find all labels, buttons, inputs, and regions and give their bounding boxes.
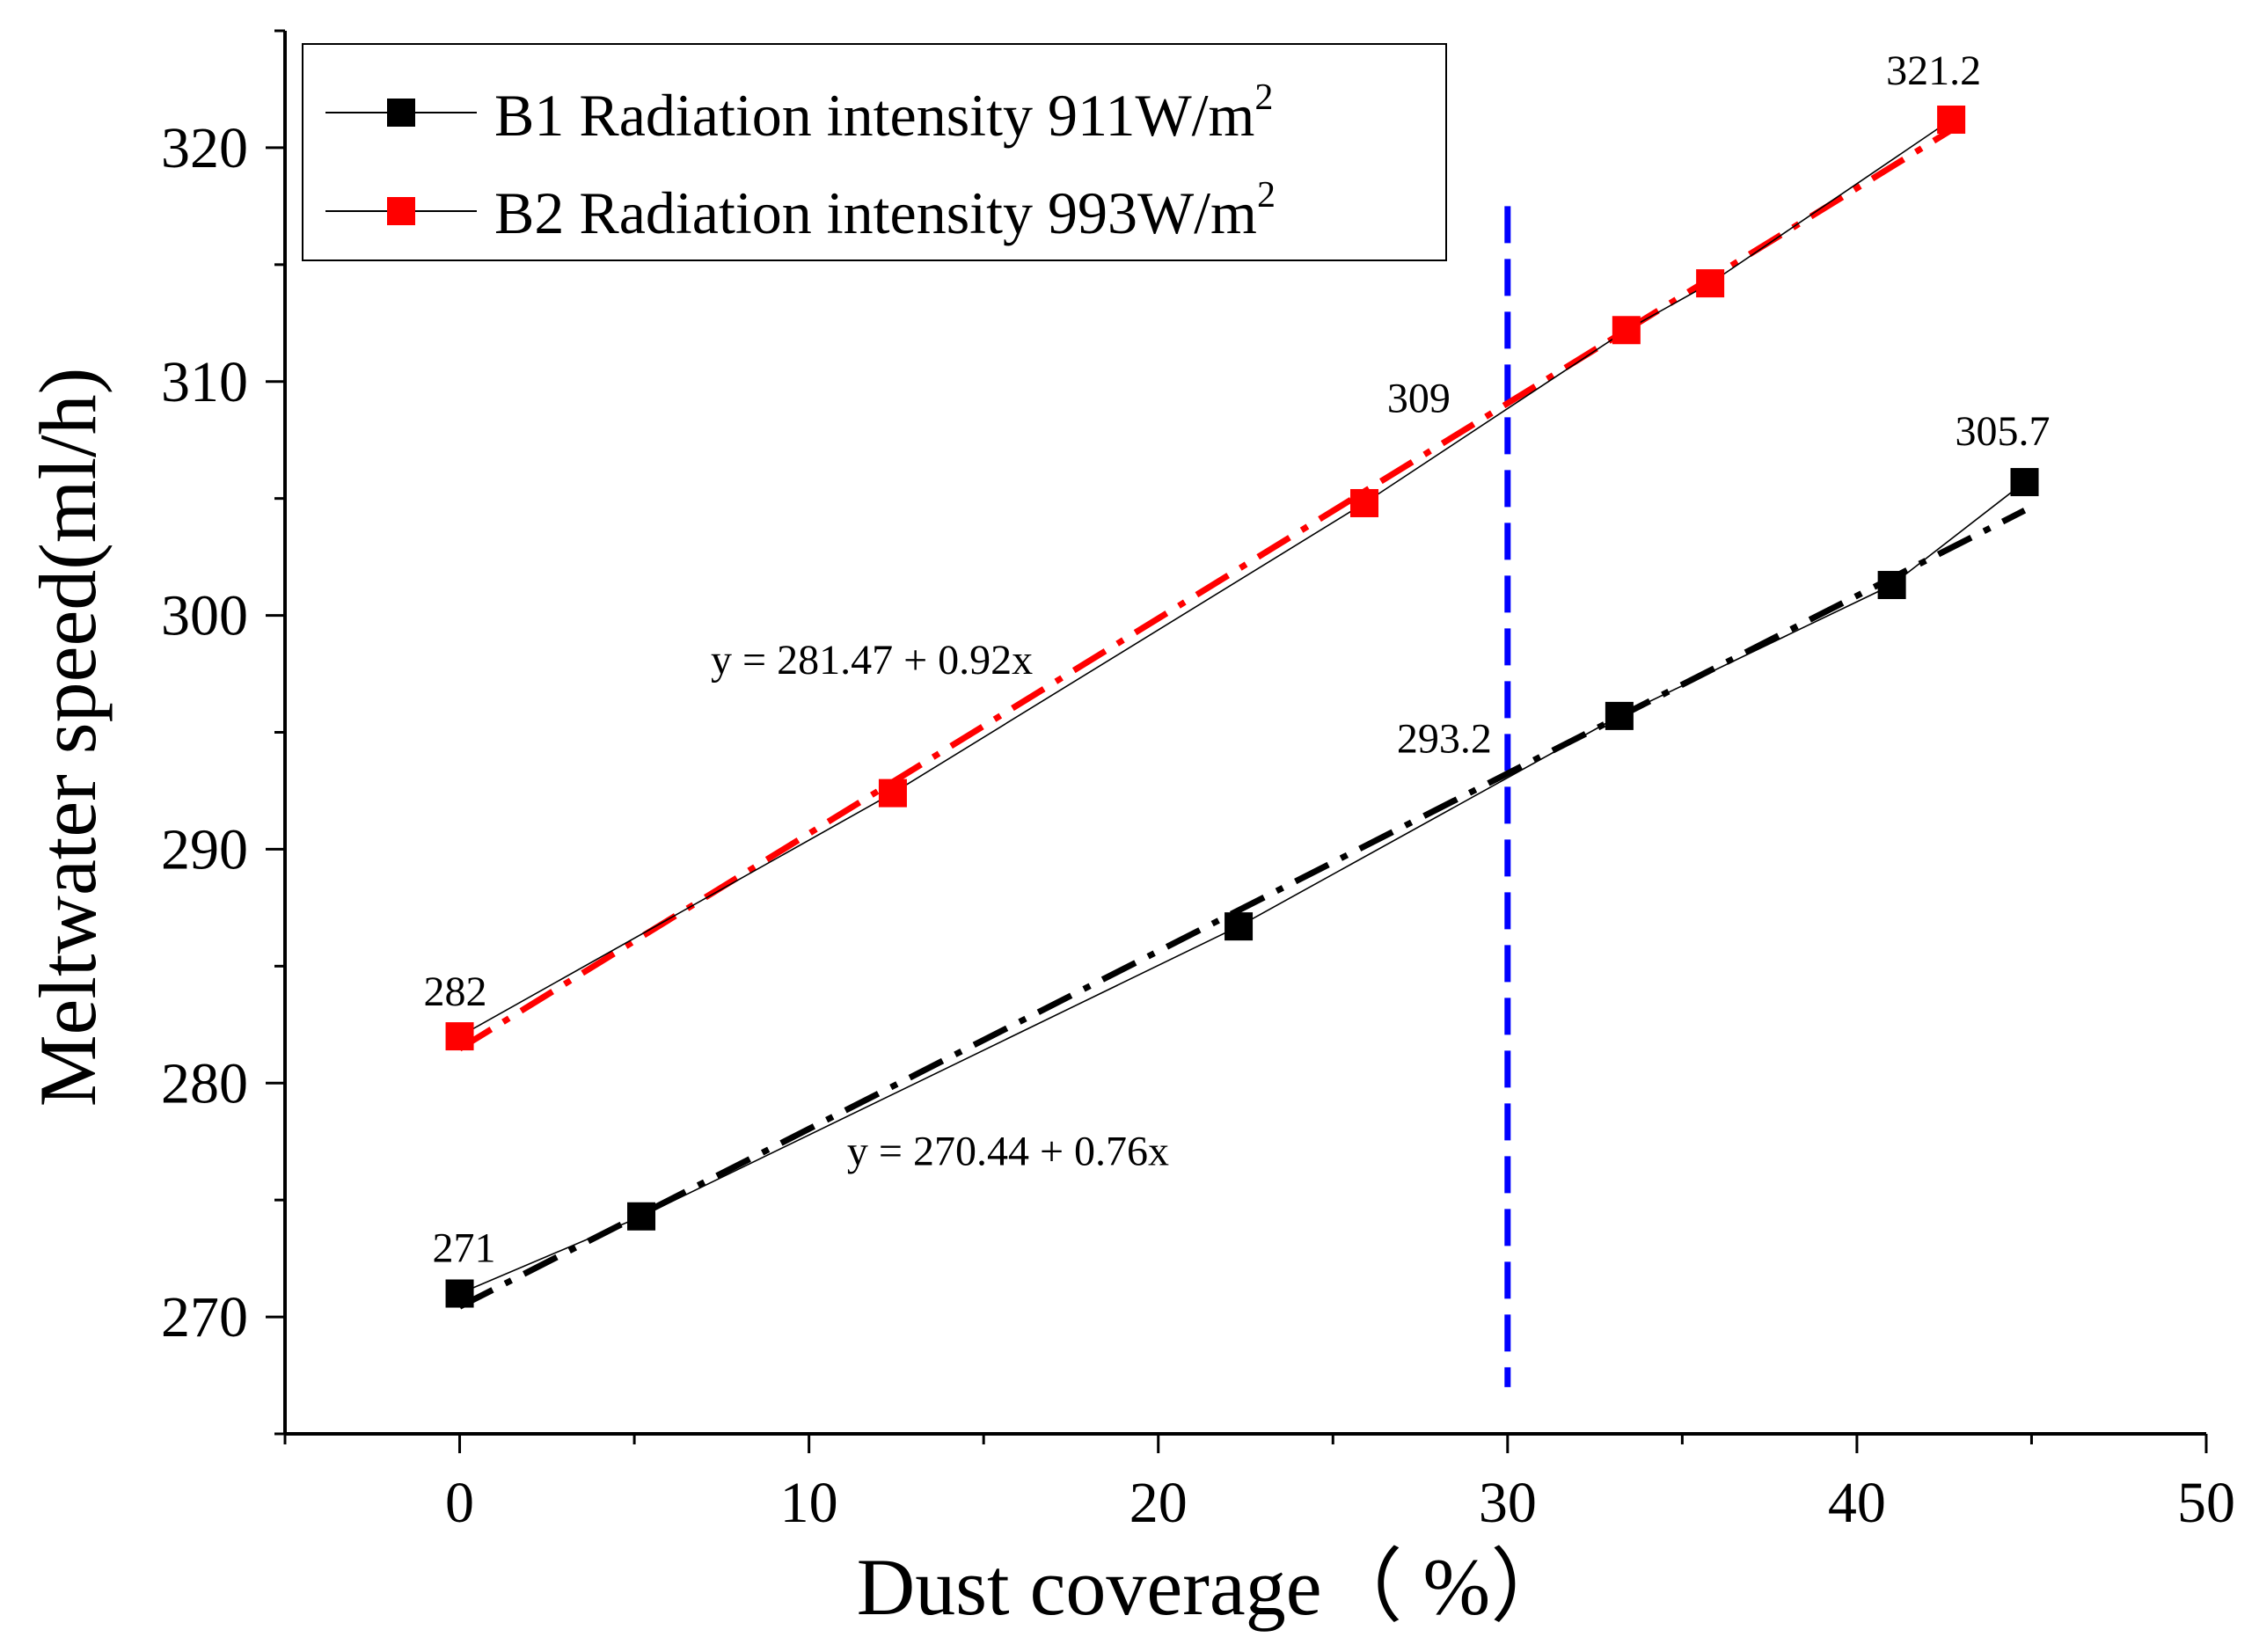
data-label: 321.2	[1886, 48, 1981, 94]
data-line-b1	[459, 481, 2026, 1295]
data-point-b2	[1696, 269, 1725, 298]
legend-label-b1: B1 Radiation intensity 911W/m	[494, 82, 1254, 149]
data-point-b1	[1877, 571, 1906, 600]
x-axis-title: Dust coverage（ %）	[857, 1542, 1571, 1632]
legend-text-b1: B1 Radiation intensity 911W/m2	[494, 77, 1273, 149]
data-label: 309	[1387, 375, 1451, 421]
x-tick-label: 10	[780, 1471, 838, 1535]
legend-marker-b2	[387, 197, 415, 225]
data-point-b1	[445, 1279, 474, 1308]
x-tick-label: 30	[1479, 1471, 1537, 1535]
x-tick-label: 20	[1130, 1471, 1188, 1535]
data-label: 271	[433, 1225, 496, 1272]
x-tick-label: 40	[1828, 1471, 1886, 1535]
legend-label-b2: B2 Radiation intensity 993W/m	[494, 179, 1257, 246]
data-label: 293.2	[1397, 715, 1492, 762]
data-point-b2	[1612, 316, 1641, 345]
y-axis-title: Meltwater speed(ml/h)	[23, 368, 113, 1107]
data-label: 305.7	[1956, 408, 2051, 455]
legend-box	[302, 43, 1447, 261]
fit-line-b1	[457, 508, 2027, 1310]
data-label: 282	[424, 969, 487, 1015]
data-point-b2	[1350, 488, 1379, 517]
y-tick-label: 300	[161, 584, 248, 648]
data-line-b2	[459, 119, 1952, 1037]
data-point-b1	[627, 1202, 656, 1231]
data-point-b1	[2010, 468, 2039, 497]
equation-label: y = 281.47 + 0.92x	[711, 637, 1033, 683]
y-tick-label: 310	[161, 350, 248, 414]
legend-sup-b1: 2	[1254, 77, 1273, 118]
data-point-b2	[445, 1022, 474, 1051]
y-tick-label: 290	[161, 817, 248, 881]
legend-marker-b1	[387, 99, 415, 127]
data-point-b2	[878, 778, 907, 808]
data-point-b1	[1605, 701, 1634, 730]
axes: 0 10 20 30 40 50 270 280 290 300 310 320	[161, 29, 2235, 1535]
series-group	[445, 106, 2039, 1310]
x-tick-label: 50	[2177, 1471, 2235, 1535]
x-tick-label: 0	[445, 1471, 474, 1535]
legend: B1 Radiation intensity 911W/m2 B2 Radiat…	[302, 43, 1447, 261]
data-point-b2	[1937, 106, 1966, 135]
annotations-group: 282 271 321.2 305.7 309 293.2 y = 281.47 + 0.9…	[424, 48, 2051, 1271]
legend-sup-b2: 2	[1257, 175, 1276, 216]
legend-text-b2: B2 Radiation intensity 993W/m2	[494, 175, 1276, 246]
y-tick-label: 270	[161, 1285, 248, 1349]
equation-label: y = 270.44 + 0.76x	[847, 1128, 1169, 1174]
y-tick-label: 280	[161, 1051, 248, 1115]
data-point-b1	[1225, 912, 1254, 941]
y-tick-label: 320	[161, 116, 248, 180]
